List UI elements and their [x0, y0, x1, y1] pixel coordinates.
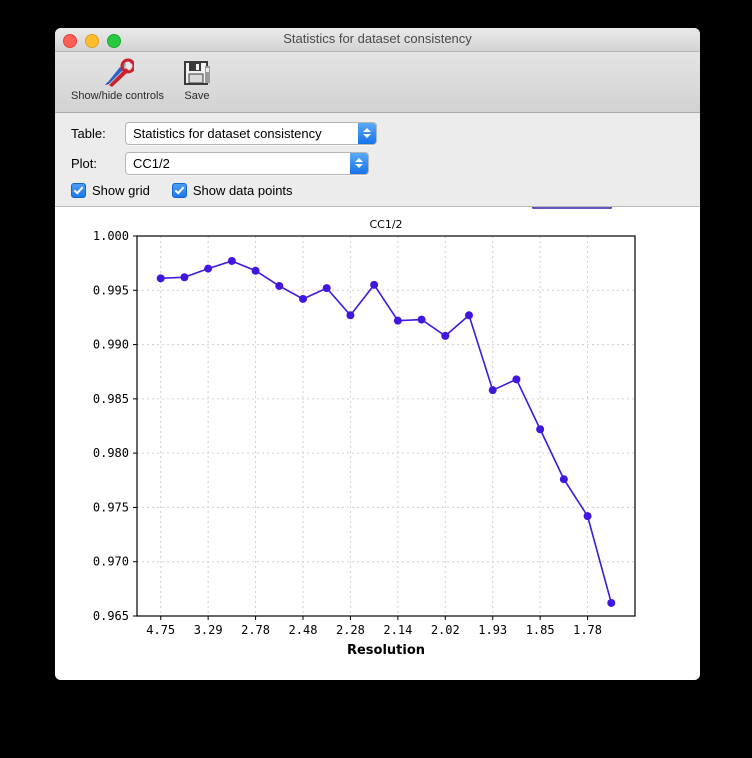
svg-text:0.965: 0.965	[93, 609, 129, 623]
plot-stepper[interactable]	[350, 152, 368, 174]
svg-text:Resolution: Resolution	[347, 643, 425, 658]
table-label: Table:	[71, 125, 106, 141]
save-label: Save	[184, 90, 210, 102]
svg-text:3.29: 3.29	[194, 623, 223, 637]
table-select-value: Statistics for dataset consistency	[133, 125, 322, 141]
svg-text:0.980: 0.980	[93, 446, 129, 460]
svg-text:1.78: 1.78	[573, 623, 602, 637]
minimize-button[interactable]	[85, 34, 99, 48]
checkbox-row: Show grid Show data points	[55, 181, 700, 199]
show-hide-controls-label: Show/hide controls	[71, 90, 164, 102]
show-data-points-checkbox[interactable]: Show data points	[171, 182, 293, 198]
svg-text:0.995: 0.995	[93, 283, 129, 297]
checkbox-checked-icon	[171, 182, 187, 198]
tools-icon	[100, 56, 135, 89]
svg-text:4.75: 4.75	[146, 623, 175, 637]
chevron-up-icon	[363, 128, 371, 132]
floppy-disk-save-icon	[182, 56, 212, 89]
svg-text:1.000: 1.000	[93, 229, 129, 243]
plot-row: Plot: CC1/2	[55, 151, 700, 175]
chevron-up-icon	[355, 158, 363, 162]
show-grid-checkbox[interactable]: Show grid	[71, 182, 150, 198]
show-data-points-label: Show data points	[192, 182, 293, 198]
plot-select[interactable]: CC1/2	[125, 151, 369, 175]
show-grid-label: Show grid	[92, 182, 150, 198]
svg-text:0.975: 0.975	[93, 500, 129, 514]
checkbox-checked-icon	[71, 182, 86, 198]
close-button[interactable]	[63, 34, 77, 48]
table-row: Table: Statistics for dataset consistenc…	[55, 121, 700, 145]
window-title: Statistics for dataset consistency	[283, 31, 472, 46]
toolbar: Show/hide controls Save	[55, 52, 700, 113]
application-window: Statistics for dataset consistency	[55, 28, 700, 680]
svg-text:1.85: 1.85	[526, 623, 555, 637]
save-button[interactable]: Save	[176, 55, 218, 102]
plot-select-value: CC1/2	[133, 155, 170, 171]
cc-half-chart: 1.000 0.995 0.990 0.985 0.980 0.975 0.970 0.965…	[93, 207, 636, 658]
window-titlebar[interactable]: Statistics for dataset consistency	[55, 28, 700, 52]
svg-text:0.985: 0.985	[93, 392, 129, 406]
window-controls	[63, 34, 121, 48]
maximize-button[interactable]	[107, 34, 121, 48]
plot-label: Plot:	[71, 155, 98, 171]
table-select[interactable]: Statistics for dataset consistency	[125, 121, 377, 145]
svg-text:0.990: 0.990	[93, 338, 129, 352]
controls-panel: Table: Statistics for dataset consistenc…	[55, 113, 700, 207]
chevron-down-icon	[355, 164, 363, 168]
svg-text:2.14: 2.14	[383, 623, 412, 637]
svg-text:2.48: 2.48	[289, 623, 318, 637]
svg-text:2.28: 2.28	[336, 623, 365, 637]
show-hide-controls-button[interactable]: Show/hide controls	[65, 55, 170, 102]
svg-text:CC1/2: CC1/2	[369, 218, 402, 231]
svg-text:0.970: 0.970	[93, 555, 129, 569]
svg-text:1.93: 1.93	[478, 623, 507, 637]
table-stepper[interactable]	[358, 122, 376, 144]
plot-pane: 1.000 0.995 0.990 0.985 0.980 0.975 0.970 0.965…	[55, 207, 700, 680]
svg-text:2.02: 2.02	[431, 623, 460, 637]
svg-text:2.78: 2.78	[241, 623, 270, 637]
chevron-down-icon	[363, 134, 371, 138]
